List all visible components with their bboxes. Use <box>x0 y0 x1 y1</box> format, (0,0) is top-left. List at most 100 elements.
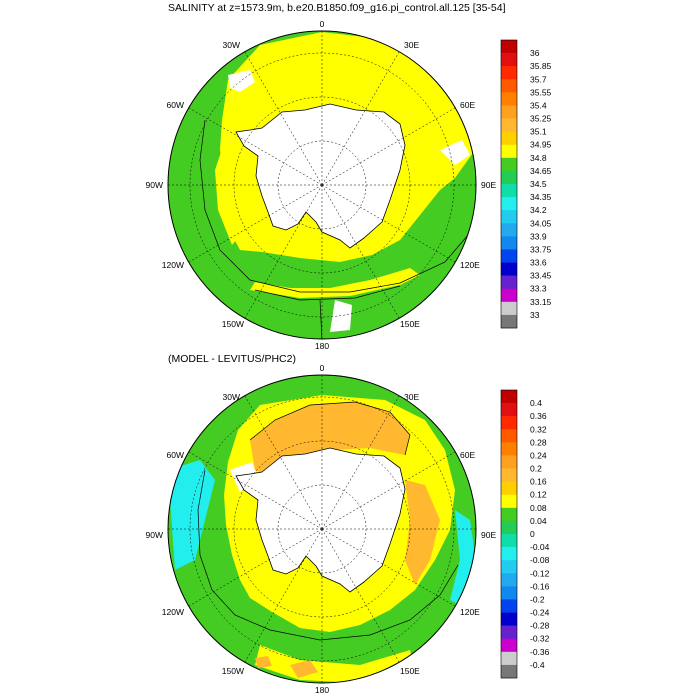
colorbar-swatch <box>501 157 517 172</box>
colorbar-label: 0.28 <box>530 437 547 447</box>
salinity-polar-map: 0 30E 30W 60E 60W 90E 90W 120E 120W 150E… <box>146 19 497 351</box>
lon-label: 60E <box>460 100 475 110</box>
colorbar-label: -0.04 <box>530 542 550 552</box>
colorbar-swatch <box>501 144 517 159</box>
colorbar-swatch <box>501 40 517 54</box>
lon-label: 180 <box>315 685 329 695</box>
lon-label: 60E <box>460 450 475 460</box>
contour-line <box>197 469 459 641</box>
colorbar-swatch <box>501 262 517 276</box>
lon-label: 90E <box>481 530 496 540</box>
colorbar-label: 36 <box>530 48 540 58</box>
difference-cyan-region <box>168 460 215 570</box>
colorbar-label: 33.6 <box>530 258 547 268</box>
lon-label: 120W <box>162 607 184 617</box>
difference-map-title: (MODEL - LEVITUS/PHC2) <box>168 353 296 365</box>
lon-label: 150E <box>400 319 420 329</box>
colorbar-label: 0.04 <box>530 516 547 526</box>
colorbar-swatch <box>501 197 517 211</box>
colorbar-swatch <box>501 560 517 574</box>
colorbar-swatch <box>501 651 517 666</box>
colorbar-swatch <box>501 625 517 640</box>
colorbar-label: 35.1 <box>530 127 547 137</box>
lon-label: 0 <box>320 363 325 373</box>
colorbar-label: 0.08 <box>530 503 547 513</box>
colorbar-label: 35.25 <box>530 114 552 124</box>
colorbar-label: 33.15 <box>530 297 552 307</box>
colorbar-swatch <box>501 53 517 67</box>
lon-label: 90W <box>146 180 163 190</box>
lon-label: 60W <box>167 100 184 110</box>
map-boundary <box>167 374 477 684</box>
colorbar-swatch <box>501 118 517 132</box>
colorbar-swatch <box>501 184 517 198</box>
colorbar-swatch <box>501 92 517 106</box>
colorbar-swatch <box>501 429 517 443</box>
colorbar-label: 0.36 <box>530 411 547 421</box>
salinity-colorbar: 36 35.85 35.7 35.55 35.4 35.25 35.1 34.95 34.8 34… <box>500 39 552 329</box>
colorbar-label: -0.12 <box>530 568 550 578</box>
lon-label: 30E <box>404 392 419 402</box>
colorbar-swatch <box>501 79 517 93</box>
colorbar-label: 34.5 <box>530 179 547 189</box>
colorbar-swatch <box>501 301 517 316</box>
colorbar-label: 33.45 <box>530 271 552 281</box>
contour-line <box>199 119 469 293</box>
colorbar-label: -0.08 <box>530 555 550 565</box>
difference-orange-patch <box>255 656 272 668</box>
longitude-gridlines <box>168 31 476 339</box>
lon-label: 60W <box>167 450 184 460</box>
colorbar-swatch <box>501 170 517 185</box>
colorbar-swatch <box>501 314 517 329</box>
colorbar-swatch <box>501 403 517 417</box>
colorbar-label: 33 <box>530 310 540 320</box>
colorbar-frame <box>500 389 518 679</box>
longitude-labels: 0 30E 30W 60E 60W 90E 90W 120E 120W 150E… <box>146 363 497 695</box>
colorbar-swatch <box>501 223 517 237</box>
colorbar-label: -0.4 <box>530 660 545 670</box>
colorbar-swatch <box>501 507 517 522</box>
ocean-white-patch <box>440 140 470 165</box>
colorbar-swatch <box>501 442 517 456</box>
ocean-white-patch <box>228 70 255 92</box>
lon-label: 0 <box>320 19 325 29</box>
lon-label: 150W <box>222 319 244 329</box>
lon-label: 120E <box>460 607 480 617</box>
colorbar-swatch <box>501 664 517 679</box>
lon-label: 30W <box>223 392 240 402</box>
colorbar-label: 33.3 <box>530 284 547 294</box>
colorbar-swatch <box>501 275 517 290</box>
colorbar-swatch <box>501 390 517 404</box>
colorbar-swatch <box>501 520 517 535</box>
colorbar-swatch <box>501 586 517 600</box>
difference-orange-patch <box>290 660 318 678</box>
colorbar-swatch <box>501 481 517 496</box>
colorbar-swatch <box>501 612 517 626</box>
colorbar-swatch <box>501 468 517 482</box>
colorbar-swatch <box>501 599 517 613</box>
colorbar-swatch <box>501 494 517 509</box>
colorbar-swatch <box>501 455 517 469</box>
colorbar-label: 34.35 <box>530 192 552 202</box>
colorbar-label: 0.16 <box>530 477 547 487</box>
map-title: SALINITY at z=1573.9m, b.e20.B1850.f09_g… <box>168 2 506 14</box>
colorbar-swatch <box>501 416 517 430</box>
colorbar-swatch <box>501 105 517 119</box>
longitude-labels: 0 30E 30W 60E 60W 90E 90W 120E 120W 150E… <box>146 19 497 351</box>
longitude-gridlines <box>168 375 476 683</box>
lon-label: 150W <box>222 666 244 676</box>
colorbar-label: -0.24 <box>530 608 550 618</box>
lon-label: 30E <box>404 40 419 50</box>
contour-line <box>249 401 411 456</box>
colorbar-label: -0.28 <box>530 621 550 631</box>
lon-label: 150E <box>400 666 420 676</box>
colorbar-label: -0.16 <box>530 581 550 591</box>
colorbar-label: 35.7 <box>530 74 547 84</box>
contour-line <box>254 285 401 301</box>
colorbar-label: -0.2 <box>530 594 545 604</box>
colorbar-label: 0 <box>530 529 535 539</box>
colorbar-swatch <box>501 131 517 146</box>
difference-polar-map: 0 30E 30W 60E 60W 90E 90W 120E 120W 150E… <box>146 363 497 695</box>
colorbar-label: 0.24 <box>530 450 547 460</box>
colorbar-label: 34.2 <box>530 205 547 215</box>
